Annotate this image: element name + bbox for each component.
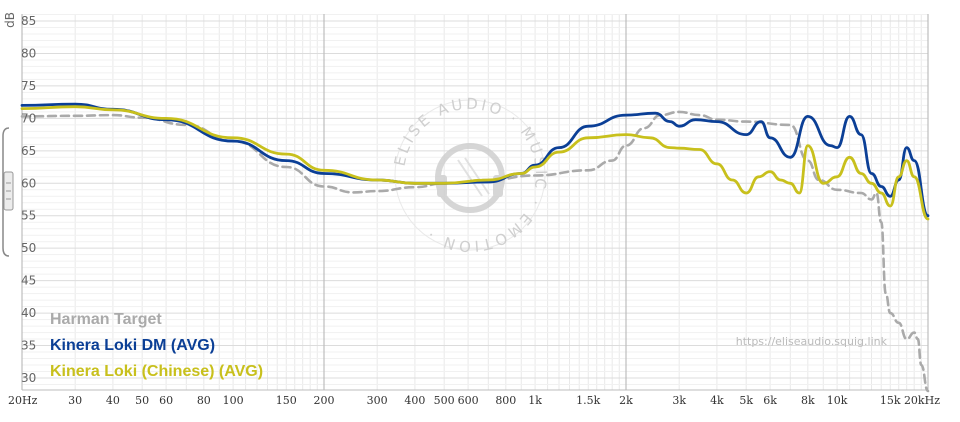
x-tick-label: 40: [106, 394, 120, 407]
y-tick-label: 45: [21, 274, 36, 288]
x-tick-label: 8k: [801, 394, 815, 407]
x-tick-labels: 20Hz 30 40 50 60 80 100 150 200 300 400 500 600 800 1k…: [8, 394, 940, 407]
legend: Harman Target Kinera Loki DM (AVG) Kiner…: [50, 311, 263, 380]
y-tick-label: 30: [21, 371, 36, 385]
x-tick-label: 30: [68, 394, 82, 407]
x-tick-label: 20Hz: [8, 394, 38, 407]
x-tick-label: 500: [434, 394, 455, 407]
x-tick-label: 100: [223, 394, 244, 407]
x-tick-label: 80: [197, 394, 211, 407]
x-tick-label: 20kHz: [904, 394, 940, 407]
series-line-1: [20, 102, 930, 218]
y-tick-label: 65: [21, 144, 36, 158]
y-tick-label: 80: [21, 46, 36, 60]
x-tick-label: 2k: [619, 394, 633, 407]
x-tick-label: 200: [314, 394, 335, 407]
y-tick-label: 60: [21, 176, 36, 190]
legend-item-kinera-loki-chinese[interactable]: Kinera Loki (Chinese) (AVG): [50, 363, 263, 380]
x-tick-label: 300: [367, 394, 388, 407]
y-tick-labels: 85 80 75 70 65 60 55 50 45 40 35 30: [21, 14, 36, 385]
series-layer: [20, 102, 930, 393]
x-tick-label: 6k: [763, 394, 777, 407]
x-tick-label: 150: [276, 394, 297, 407]
y-scale-drag-handle[interactable]: [2, 127, 14, 257]
minor-gridlines: [21, 14, 929, 390]
x-tick-label: 1.5k: [576, 394, 600, 407]
y-tick-label: 55: [21, 209, 36, 223]
legend-item-kinera-loki-dm[interactable]: Kinera Loki DM (AVG): [50, 337, 215, 354]
series-line-0: [20, 110, 930, 393]
x-tick-label: 60: [159, 394, 173, 407]
series-line-2: [20, 105, 930, 221]
y-tick-label: 35: [21, 339, 36, 353]
squiglink-url-watermark: https://eliseaudio.squig.link: [736, 335, 888, 348]
major-gridlines: [21, 14, 929, 391]
x-tick-label: 50: [135, 394, 149, 407]
x-tick-label: 15k: [880, 394, 901, 407]
x-tick-label: 1k: [528, 394, 542, 407]
x-tick-label: 10k: [827, 394, 848, 407]
x-tick-label: 400: [404, 394, 425, 407]
y-axis-unit-label: dB: [3, 12, 17, 28]
y-tick-label: 40: [21, 306, 36, 320]
x-tick-label: 3k: [672, 394, 686, 407]
x-tick-label: 800: [495, 394, 516, 407]
y-tick-label: 85: [21, 14, 36, 28]
x-tick-label: 4k: [710, 394, 724, 407]
y-tick-label: 50: [21, 241, 36, 255]
legend-item-harman-target[interactable]: Harman Target: [50, 311, 162, 328]
x-tick-label: 5k: [739, 394, 753, 407]
y-tick-label: 70: [21, 111, 36, 125]
y-tick-label: 75: [21, 79, 36, 93]
x-tick-label: 600: [458, 394, 479, 407]
